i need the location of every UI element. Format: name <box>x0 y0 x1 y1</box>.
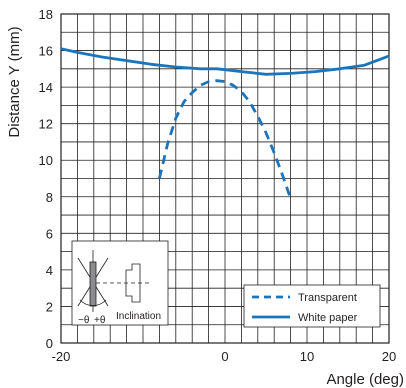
y-tick-label: 4 <box>46 263 53 278</box>
legend: Transparent White paper <box>243 284 381 328</box>
x-tick-label: 20 <box>382 349 396 364</box>
y-tick-label: 18 <box>39 7 53 22</box>
y-tick-label: 16 <box>39 44 53 59</box>
y-tick-labels: 0 2 4 6 8 10 12 14 16 18 <box>39 7 53 351</box>
inset-inclination-label: Inclination <box>116 311 161 322</box>
x-tick-label: 0 <box>221 349 228 364</box>
series-line-white-paper <box>60 47 390 76</box>
legend-label-transparent: Transparent <box>298 292 357 304</box>
inclination-inset: −θ +θ Inclination <box>71 240 169 326</box>
x-tick-label: -20 <box>52 349 71 364</box>
y-tick-label: 8 <box>46 190 53 205</box>
legend-box <box>243 284 381 328</box>
y-tick-label: 12 <box>39 117 53 132</box>
y-axis-title: Distance Y (mm) <box>6 26 23 137</box>
y-tick-label: 0 <box>46 336 53 351</box>
x-axis-title: Angle (deg) <box>326 371 404 388</box>
legend-label-white-paper: White paper <box>298 312 358 324</box>
inset-minus-theta-label: −θ <box>78 315 90 326</box>
series-lines <box>60 47 390 200</box>
inset-plus-theta-label: +θ <box>94 315 106 326</box>
y-tick-label: 10 <box>39 153 53 168</box>
plot-border <box>60 13 390 344</box>
y-tick-label: 6 <box>46 226 53 241</box>
inclination-diagram-icon <box>77 250 152 312</box>
x-tick-label: 10 <box>300 349 314 364</box>
x-tick-labels: -20 0 10 20 <box>52 349 397 364</box>
y-tick-label: 2 <box>46 299 53 314</box>
plot-frame <box>60 13 390 344</box>
y-tick-label: 14 <box>39 80 53 95</box>
